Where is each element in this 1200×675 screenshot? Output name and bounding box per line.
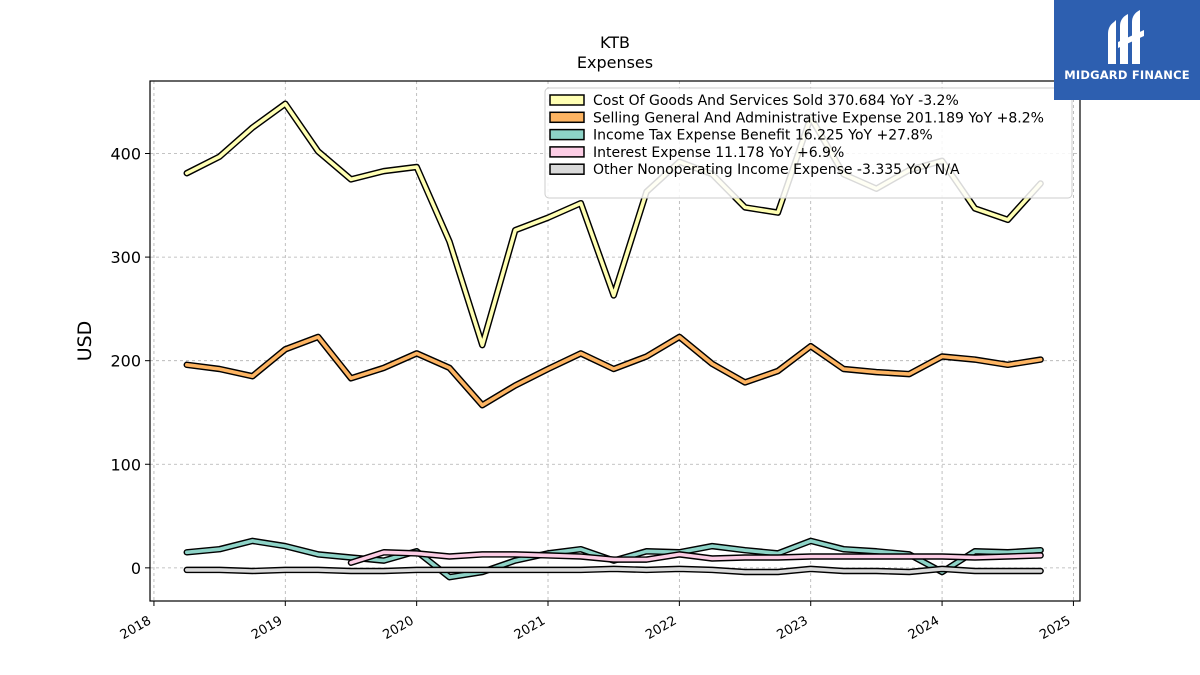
legend-swatch: [549, 111, 585, 124]
y-tick-label: 200: [110, 352, 141, 371]
series-stroke: [185, 335, 1043, 408]
legend-label: Other Nonoperating Income Expense -3.335…: [593, 162, 960, 178]
plot-frame: [149, 80, 1081, 602]
y-tick-label: 0: [131, 559, 141, 578]
midgard-logo-icon: [1108, 10, 1144, 64]
x-tick-label: 2024: [906, 613, 942, 643]
legend-swatch: [549, 94, 585, 106]
x-tick-label: 2019: [249, 613, 285, 643]
legend-swatch: [549, 163, 585, 175]
y-tick-label: 100: [110, 455, 141, 474]
brand-name: MIDGARD FINANCE: [1064, 68, 1190, 82]
legend-item: Selling General And Administrative Expen…: [549, 110, 1044, 126]
chart-title: KTB: [600, 33, 630, 52]
legend-label: Income Tax Expense Benefit 16.225 YoY +2…: [593, 128, 933, 144]
x-tick-label: 2022: [643, 613, 679, 643]
brand-logo: MIDGARD FINANCE: [1054, 0, 1200, 100]
legend-swatch: [549, 128, 585, 141]
x-tick-label: 2018: [118, 613, 154, 643]
legend: Cost Of Goods And Services Sold 370.684 …: [544, 87, 1073, 199]
y-axis-label: USD: [74, 321, 96, 362]
series-line-1: [183, 333, 1044, 409]
series-layer: [183, 100, 1044, 581]
legend-item: Other Nonoperating Income Expense -3.335…: [549, 162, 960, 178]
legend-item: Cost Of Goods And Services Sold 370.684 …: [549, 93, 959, 109]
y-tick-label: 300: [110, 248, 141, 267]
legend-label: Selling General And Administrative Expen…: [593, 110, 1044, 126]
x-tick-label: 2020: [380, 613, 416, 643]
chart-subtitle: Expenses: [577, 53, 653, 72]
series-line-4: [183, 565, 1044, 576]
x-tick-label: 2025: [1037, 613, 1073, 643]
legend-label: Interest Expense 11.178 YoY +6.9%: [593, 145, 844, 161]
series-stroke: [349, 550, 1043, 565]
series-stroke: [185, 567, 1043, 574]
x-tick-label: 2021: [512, 613, 548, 643]
legend-item: Interest Expense 11.178 YoY +6.9%: [549, 145, 844, 161]
legend-swatch: [549, 146, 585, 158]
legend-item: Income Tax Expense Benefit 16.225 YoY +2…: [549, 128, 933, 144]
legend-frame: [544, 87, 1073, 199]
y-tick-label: 400: [110, 145, 141, 164]
legend-label: Cost Of Goods And Services Sold 370.684 …: [593, 93, 959, 109]
series-line-3: [347, 549, 1044, 566]
x-tick-label: 2023: [775, 613, 811, 643]
